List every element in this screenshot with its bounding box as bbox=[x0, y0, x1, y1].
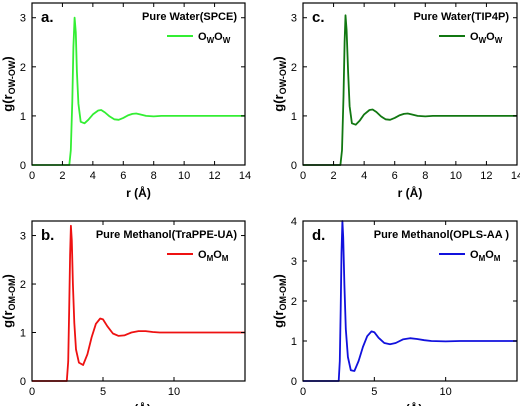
x-axis-label-d: r (Å) bbox=[398, 401, 423, 406]
rdf-curve-a bbox=[32, 16, 245, 166]
x-tick-label-a: 6 bbox=[120, 170, 126, 182]
y-tick-label-c: 3 bbox=[291, 13, 297, 25]
x-tick-label-c: 2 bbox=[331, 170, 337, 182]
x-tick-label-a: 4 bbox=[90, 170, 96, 182]
y-tick-label-d: 4 bbox=[291, 216, 297, 228]
x-axis-label-a: r (Å) bbox=[126, 185, 151, 200]
x-tick-label-d: 10 bbox=[440, 386, 452, 398]
y-tick-label-c: 2 bbox=[291, 62, 297, 74]
panel-c: 024681012140123c.Pure Water(TIP4P)OWOWr … bbox=[271, 2, 520, 200]
legend-label-a: OWOW bbox=[198, 31, 231, 45]
x-tick-label-a: 8 bbox=[151, 170, 157, 182]
panel-d: 0 5 10 0 1 2 3 4 d. Pure Methanol(OPLS-AA ) OMOM r … bbox=[271, 216, 518, 406]
y-tick-label-b: 0 bbox=[20, 376, 26, 388]
x-tick-label-c: 8 bbox=[422, 170, 428, 182]
x-tick-label-a: 2 bbox=[59, 170, 65, 182]
legend-label-c: OWOW bbox=[470, 31, 503, 45]
panel-title-a: Pure Water(SPCE) bbox=[142, 11, 237, 23]
y-tick-label-d: 1 bbox=[291, 336, 297, 348]
legend-label-b: OMOM bbox=[198, 249, 229, 263]
y-tick-label-b: 2 bbox=[20, 279, 26, 291]
y-tick-label-a: 0 bbox=[20, 160, 26, 172]
x-tick-label-b: 10 bbox=[168, 386, 180, 398]
y-tick-label-d: 0 bbox=[291, 376, 297, 388]
y-tick-label-d: 2 bbox=[291, 296, 297, 308]
x-tick-label-b: 0 bbox=[29, 386, 35, 398]
panel-label-a: a. bbox=[41, 9, 54, 26]
rdf-curve-b bbox=[32, 224, 245, 382]
panel-title-d: Pure Methanol(OPLS-AA ) bbox=[374, 229, 510, 241]
x-axis-label-b: r (Å) bbox=[126, 401, 151, 406]
x-tick-label-d: 0 bbox=[300, 386, 306, 398]
x-tick-label-a: 10 bbox=[178, 170, 190, 182]
panel-b: 0 5 10 0 1 2 3 b. Pure Methanol(TraPPE-UA) OMOM r … bbox=[0, 220, 246, 406]
y-tick-label-b: 3 bbox=[20, 231, 26, 243]
rdf-curve-c bbox=[303, 14, 517, 166]
y-tick-label-d: 3 bbox=[291, 256, 297, 268]
x-tick-label-c: 10 bbox=[450, 170, 462, 182]
x-tick-label-c: 6 bbox=[392, 170, 398, 182]
x-tick-label-b: 5 bbox=[100, 386, 106, 398]
y-tick-label-c: 0 bbox=[291, 160, 297, 172]
y-tick-label-a: 3 bbox=[20, 13, 26, 25]
y-axis-label-a: g(rOW-OW) bbox=[0, 56, 17, 112]
panel-title-c: Pure Water(TIP4P) bbox=[413, 11, 509, 23]
rdf-curve-d bbox=[303, 220, 517, 382]
x-tick-label-c: 4 bbox=[361, 170, 367, 182]
y-axis-label-c: g(rOW-OW) bbox=[271, 56, 288, 112]
y-tick-label-b: 1 bbox=[20, 328, 26, 340]
panel-title-b: Pure Methanol(TraPPE-UA) bbox=[96, 229, 238, 241]
y-axis-label-b: g(rOM-OM) bbox=[0, 274, 17, 328]
x-tick-label-a: 12 bbox=[208, 170, 220, 182]
y-tick-label-a: 1 bbox=[20, 111, 26, 123]
y-tick-label-a: 2 bbox=[20, 62, 26, 74]
plot-frame-c bbox=[302, 2, 518, 166]
y-tick-label-c: 1 bbox=[291, 111, 297, 123]
panel-label-b: b. bbox=[41, 227, 54, 244]
plot-frame-a bbox=[31, 2, 246, 166]
legend-label-d: OMOM bbox=[470, 249, 501, 263]
x-tick-label-a: 0 bbox=[29, 170, 35, 182]
y-axis-label-d: g(rOM-OM) bbox=[271, 274, 288, 328]
x-axis-label-c: r (Å) bbox=[398, 185, 423, 200]
panel-label-c: c. bbox=[312, 9, 325, 26]
panel-label-d: d. bbox=[312, 227, 325, 244]
x-tick-label-d: 5 bbox=[371, 386, 377, 398]
x-tick-label-c: 14 bbox=[511, 170, 520, 182]
x-tick-label-c: 12 bbox=[480, 170, 492, 182]
plot-frame-d bbox=[302, 220, 518, 382]
x-tick-label-a: 14 bbox=[239, 170, 251, 182]
x-tick-label-c: 0 bbox=[300, 170, 306, 182]
plot-frame-b bbox=[31, 220, 246, 382]
